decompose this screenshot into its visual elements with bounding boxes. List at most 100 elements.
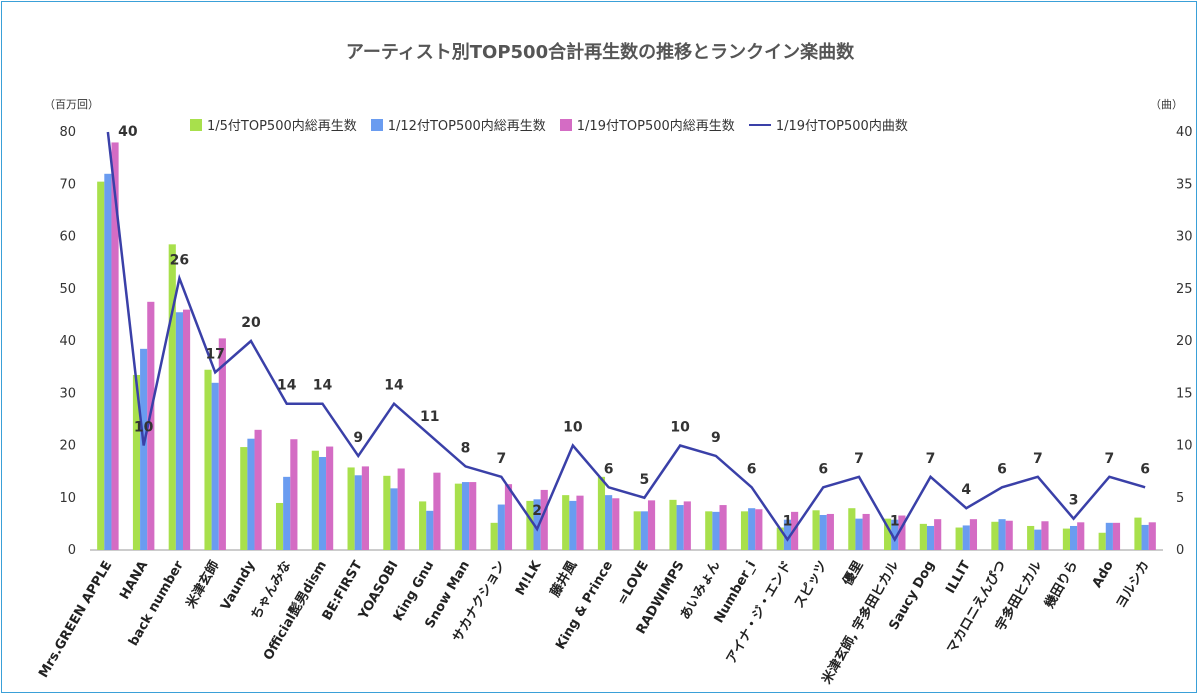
bar-2 xyxy=(640,511,648,550)
x-tick-label: 優里 xyxy=(839,558,866,589)
bar-1 xyxy=(347,467,355,550)
legend-swatch xyxy=(190,118,202,131)
bar-2 xyxy=(140,348,148,550)
bar-3 xyxy=(898,515,906,550)
data-label: 7 xyxy=(1104,451,1114,467)
y-tick-label: 20 xyxy=(59,439,76,454)
data-label: 7 xyxy=(496,451,506,467)
bar-1 xyxy=(454,483,462,550)
bar-3 xyxy=(182,309,191,550)
data-label: 6 xyxy=(1140,461,1150,477)
bar-2 xyxy=(962,525,970,550)
bar-2 xyxy=(783,519,792,550)
bar-3 xyxy=(969,519,978,550)
data-label: 10 xyxy=(134,420,154,436)
bar-2 xyxy=(1034,529,1042,550)
y-tick-label: 10 xyxy=(59,491,76,506)
y2-tick-label: 35 xyxy=(1176,177,1193,192)
bar-3 xyxy=(934,519,942,550)
x-tick-label: 米津玄師 xyxy=(183,558,223,611)
bar-3 xyxy=(1041,521,1049,550)
bar-3 xyxy=(612,498,620,550)
data-label: 14 xyxy=(313,378,333,394)
bar-2 xyxy=(461,482,470,550)
legend-swatch xyxy=(370,118,383,131)
y2-tick-label: 15 xyxy=(1176,386,1193,401)
bar-3 xyxy=(1148,522,1156,550)
legend-swatch xyxy=(559,118,572,131)
bar-3 xyxy=(683,501,691,550)
bar-1 xyxy=(204,369,212,550)
x-tick-label: アイナ・ジ・エンド xyxy=(724,559,795,667)
bar-1 xyxy=(311,450,319,550)
bar-3 xyxy=(218,338,226,550)
legend-item: 1/5付TOP500内総再生数 xyxy=(190,115,357,134)
data-label: 17 xyxy=(205,346,224,362)
data-label: 10 xyxy=(670,420,690,436)
chart-title: アーティスト別TOP500合計再生数の推移とランクイン楽曲数 xyxy=(345,42,855,63)
x-tick-label: 幾田りら xyxy=(1041,558,1081,611)
y-tick-label: 30 xyxy=(59,386,76,401)
bar-1 xyxy=(740,511,749,550)
bar-1 xyxy=(776,527,784,550)
bar-3 xyxy=(1112,522,1121,550)
bar-1 xyxy=(597,476,606,550)
bar-3 xyxy=(826,513,834,550)
bar-2 xyxy=(998,519,1006,550)
data-label: 6 xyxy=(818,461,828,477)
bar-1 xyxy=(633,511,641,550)
bar-2 xyxy=(354,475,362,550)
data-label: 3 xyxy=(1069,493,1079,509)
bar-2 xyxy=(283,476,291,550)
bar-1 xyxy=(1134,517,1142,550)
bar-3 xyxy=(290,439,298,550)
bar-1 xyxy=(562,495,570,550)
bar-1 xyxy=(419,501,427,550)
bar-3 xyxy=(647,500,656,550)
bar-1 xyxy=(168,244,176,550)
data-label: 1 xyxy=(890,514,900,530)
bar-1 xyxy=(1062,528,1071,550)
bar-3 xyxy=(326,446,334,550)
y2-axis-unit: （曲） xyxy=(1150,98,1183,111)
bar-3 xyxy=(397,468,405,550)
bar-2 xyxy=(891,519,899,550)
legend-item: 1/12付TOP500内総再生数 xyxy=(370,115,546,134)
legend-swatch xyxy=(748,123,771,126)
y2-tick-label: 30 xyxy=(1176,230,1193,245)
data-label: 1 xyxy=(783,514,793,530)
bar-2 xyxy=(676,505,684,550)
data-label: 9 xyxy=(353,430,363,446)
bar-2 xyxy=(748,508,756,550)
x-tick-label: Mrs.GREEN APPLE xyxy=(36,559,115,681)
bar-3 xyxy=(540,489,548,550)
bar-3 xyxy=(433,472,441,550)
bar-1 xyxy=(1098,532,1106,550)
bar-2 xyxy=(104,173,112,551)
y2-tick-label: 40 xyxy=(1176,125,1193,140)
legend-item: 1/19付TOP500内曲数 xyxy=(748,115,908,134)
bar-1 xyxy=(383,475,391,550)
bar-1 xyxy=(955,527,963,550)
legend-label: 1/12付TOP500内総再生数 xyxy=(387,119,546,134)
bar-3 xyxy=(755,509,763,550)
bar-1 xyxy=(991,521,999,550)
x-tick-label: スピッツ xyxy=(792,559,831,612)
data-label: 7 xyxy=(926,451,936,467)
bar-2 xyxy=(533,499,541,550)
y2-tick-label: 5 xyxy=(1176,491,1184,506)
bar-2 xyxy=(569,500,577,550)
bar-1 xyxy=(919,523,927,550)
x-tick-label: Vaundy xyxy=(218,558,258,613)
data-label: 8 xyxy=(461,440,471,456)
x-tick-label: M!LK xyxy=(513,558,545,599)
data-label: 20 xyxy=(241,315,261,331)
bar-1 xyxy=(848,508,856,550)
data-label: 5 xyxy=(640,472,650,488)
y-tick-label: 80 xyxy=(59,125,76,140)
y2-tick-label: 25 xyxy=(1176,282,1193,297)
y2-tick-label: 20 xyxy=(1176,334,1193,349)
y2-tick-label: 10 xyxy=(1176,439,1193,454)
data-label: 14 xyxy=(384,378,404,394)
